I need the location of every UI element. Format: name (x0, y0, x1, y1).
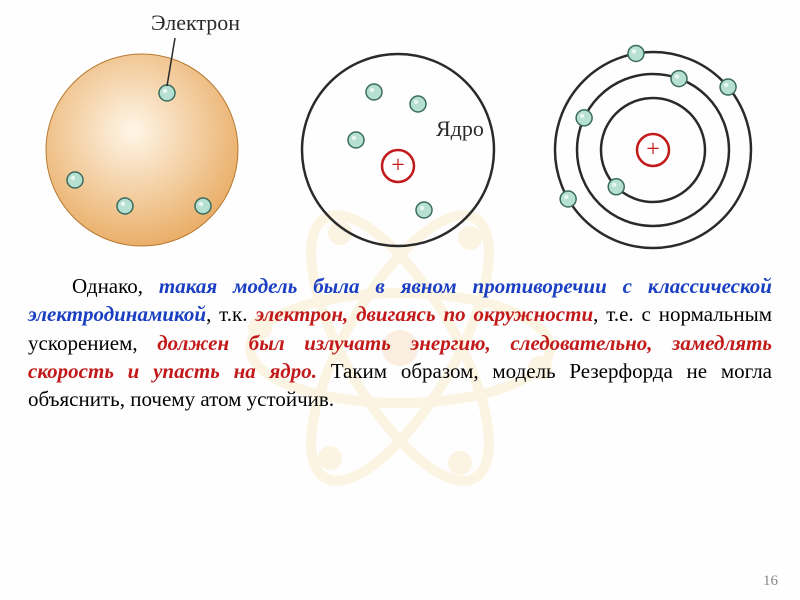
slide-number: 16 (763, 573, 778, 590)
thomson-model: Электрон (27, 10, 267, 250)
explanatory-paragraph: Однако, такая модель была в явном против… (0, 250, 800, 414)
svg-text:Электрон: Электрон (151, 10, 240, 35)
text-run-1: Однако, (72, 274, 159, 298)
svg-text:+: + (647, 137, 661, 163)
bohr-model: + (533, 10, 773, 250)
atom-models-row: Электрон + Ядро + (0, 0, 800, 250)
svg-text:+: + (391, 153, 405, 179)
highlight-red-1: электрон, двигаясь по окружности (255, 302, 593, 326)
rutherford-model: + Ядро (280, 10, 520, 250)
svg-text:Ядро: Ядро (436, 116, 484, 141)
text-run-2: , т.к. (206, 302, 255, 326)
